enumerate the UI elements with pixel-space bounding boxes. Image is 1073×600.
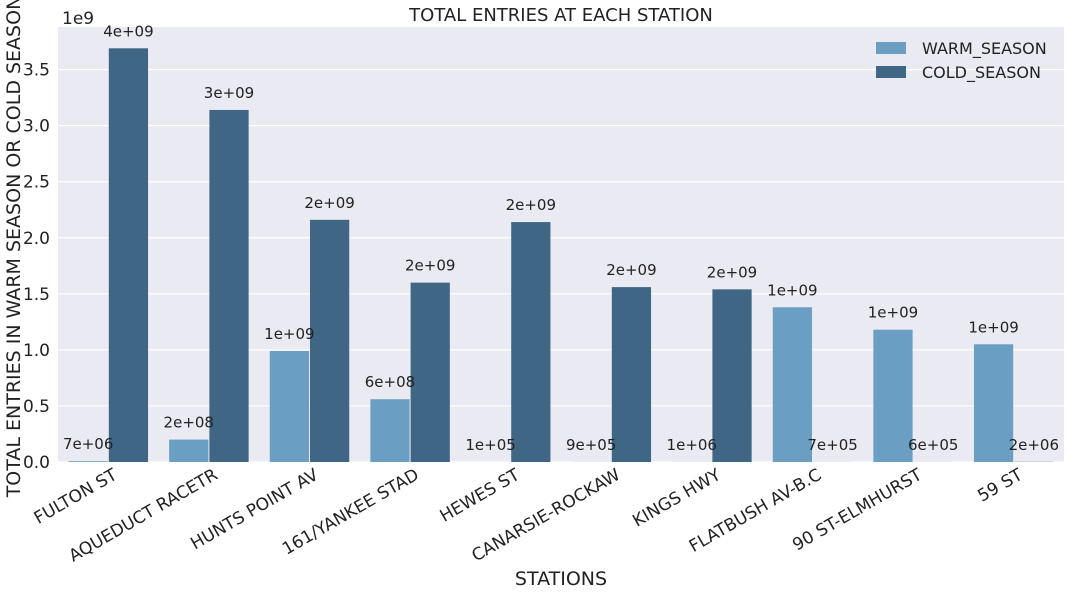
data-label: 3e+09	[204, 84, 254, 102]
data-label: 6e+08	[365, 373, 415, 391]
bar-cold-season	[712, 289, 751, 462]
x-tick-label: HEWES ST	[437, 465, 524, 527]
bar-warm-season	[169, 440, 208, 462]
y-tick-label: 0.0	[23, 453, 50, 473]
data-label: 2e+06	[1009, 436, 1059, 454]
legend-label: WARM_SEASON	[922, 39, 1047, 59]
bar-warm-season	[370, 399, 409, 462]
bar-warm-season	[873, 330, 912, 462]
x-tick-label: FULTON ST	[31, 465, 122, 529]
bar-cold-season	[511, 222, 550, 462]
data-label: 2e+09	[606, 261, 656, 279]
bar-warm-season	[270, 351, 309, 462]
y-tick-label: 1.0	[23, 341, 50, 361]
data-label: 1e+05	[465, 436, 515, 454]
legend-swatch	[876, 42, 906, 54]
data-label: 2e+09	[506, 196, 556, 214]
bar-cold-season	[209, 110, 248, 462]
data-label: 1e+09	[767, 281, 817, 299]
y-tick-label: 1.5	[23, 285, 50, 305]
y-axis-title: TOTAL ENTRIES IN WARM SEASON OR COLD SEA…	[3, 0, 25, 498]
data-label: 1e+09	[264, 325, 314, 343]
x-tick-label: 59 ST	[974, 465, 1026, 507]
bar-warm-season	[69, 461, 108, 462]
bar-warm-season	[773, 307, 812, 462]
y-axis-offset-label: 1e9	[62, 9, 94, 29]
bar-cold-season	[612, 287, 651, 462]
data-label: 1e+09	[868, 304, 918, 322]
y-tick-label: 3.0	[23, 117, 50, 137]
bar-cold-season	[310, 220, 349, 462]
legend-swatch	[876, 66, 906, 78]
y-tick-label: 2.0	[23, 229, 50, 249]
chart-title: TOTAL ENTRIES AT EACH STATION	[408, 5, 713, 26]
data-label: 2e+09	[707, 263, 757, 281]
y-tick-label: 2.5	[23, 173, 50, 193]
data-label: 7e+05	[807, 436, 857, 454]
y-tick-label: 0.5	[23, 397, 50, 417]
bar-warm-season	[974, 344, 1013, 462]
data-label: 4e+09	[103, 22, 153, 40]
x-tick-label: KINGS HWY	[629, 465, 725, 532]
data-label: 7e+06	[63, 435, 113, 453]
x-axis-title: STATIONS	[515, 568, 607, 590]
data-label: 1e+06	[667, 436, 717, 454]
data-label: 2e+09	[405, 257, 455, 275]
y-tick-label: 3.5	[23, 61, 50, 81]
data-label: 2e+08	[164, 414, 214, 432]
bar-cold-season	[411, 283, 450, 462]
y-axis-ticks: 0.0 0.5 1.0 1.5 2.0 2.5 3.0 3.5	[23, 61, 50, 473]
bar-cold-season	[109, 48, 148, 462]
data-label: 1e+09	[968, 318, 1018, 336]
data-label: 2e+09	[304, 194, 354, 212]
data-label: 6e+05	[908, 436, 958, 454]
data-label: 9e+05	[566, 436, 616, 454]
legend-label: COLD_SEASON	[922, 63, 1041, 83]
